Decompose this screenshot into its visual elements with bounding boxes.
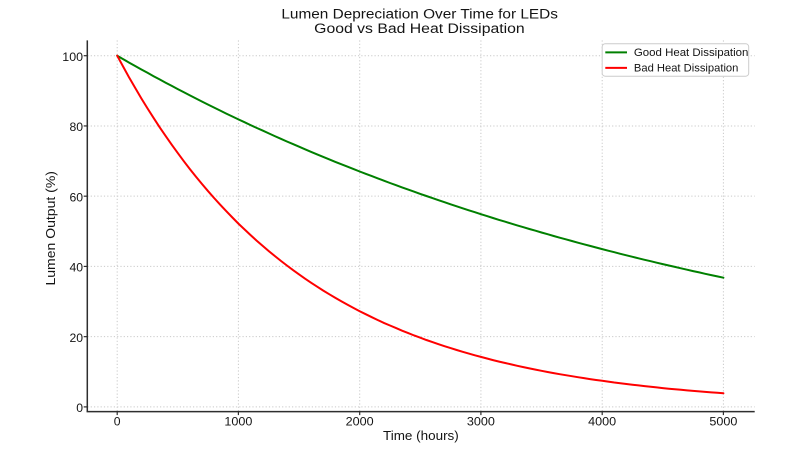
svg-text:Good vs Bad Heat Dissipation: Good vs Bad Heat Dissipation [314,21,525,36]
svg-text:3000: 3000 [467,414,495,428]
svg-text:4000: 4000 [588,414,616,428]
svg-text:Time (hours): Time (hours) [383,429,459,443]
svg-text:0: 0 [114,414,121,428]
svg-text:100: 100 [62,50,83,64]
svg-text:Lumen Output (%): Lumen Output (%) [43,171,58,286]
svg-text:Lumen Depreciation Over Time f: Lumen Depreciation Over Time for LEDs [281,6,558,21]
svg-text:20: 20 [69,331,83,345]
svg-text:5000: 5000 [709,414,737,428]
svg-text:2000: 2000 [346,414,374,428]
svg-text:Bad Heat Dissipation: Bad Heat Dissipation [634,63,739,75]
svg-text:0: 0 [76,401,83,415]
svg-text:1000: 1000 [224,414,252,428]
svg-text:40: 40 [69,261,83,275]
svg-text:60: 60 [69,190,83,204]
svg-text:Good Heat Dissipation: Good Heat Dissipation [634,47,749,59]
svg-text:80: 80 [69,120,83,134]
